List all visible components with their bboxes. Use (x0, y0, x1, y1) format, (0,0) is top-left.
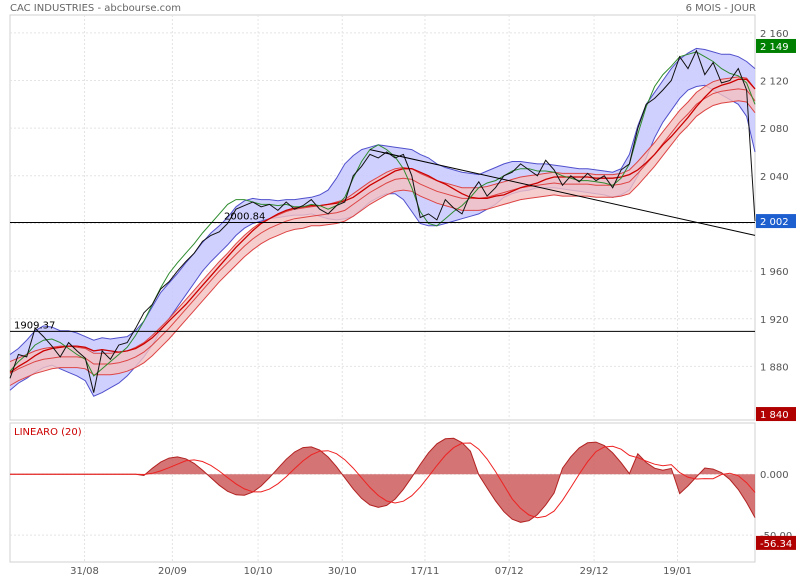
y-tick-label: 1 920 (760, 315, 789, 326)
chart-title: CAC INDUSTRIES - abcbourse.com (10, 3, 182, 14)
period-label[interactable]: 6 MOIS - JOUR (685, 3, 756, 14)
y-tick-label: 2 080 (760, 124, 789, 135)
x-tick-label: 30/10 (328, 566, 357, 577)
osc-value-badge (756, 535, 796, 550)
legend-linearc: LINEARC (9) (141, 19, 201, 30)
x-tick-label: 07/12 (495, 566, 524, 577)
price-badge-label: 2 149 (760, 42, 789, 53)
trend-line (369, 149, 756, 236)
evmm-upper-line (9, 76, 756, 363)
price-badge-label: 1 840 (760, 410, 789, 421)
x-tick-label: 31/08 (70, 566, 99, 577)
boll-band (10, 48, 755, 397)
price-badge (756, 214, 796, 229)
x-tick-label: 19/01 (663, 566, 692, 577)
legend-mm: MM (10) (12, 19, 53, 30)
level-annotation: 1909.37 (14, 320, 55, 331)
y-tick-label: 2 160 (760, 29, 789, 40)
y-tick-label: 2 040 (760, 172, 789, 183)
osc-signal-line (10, 442, 756, 519)
y-tick-label: 0.000 (760, 470, 789, 481)
boll-lower-line (9, 84, 756, 397)
price-badge (756, 38, 796, 53)
linearc-line (9, 51, 756, 377)
x-tick-label: 17/11 (411, 566, 440, 577)
y-tick-label: 1 880 (760, 362, 789, 373)
evmm-line (9, 88, 756, 374)
x-tick-label: 10/10 (244, 566, 273, 577)
main-panel (9, 14, 756, 421)
level-annotation: 2000.84 (224, 211, 265, 222)
price-badge (756, 407, 796, 422)
x-tick-label: 20/09 (158, 566, 187, 577)
osc-title: LINEARO (20) (14, 427, 82, 438)
osc-line (10, 437, 756, 523)
osc-panel (9, 422, 756, 563)
legend-boll: BOLL (7, 1) (68, 19, 124, 30)
osc-area (10, 438, 755, 523)
y-tick-label: 2 120 (760, 77, 789, 88)
boll-upper-line (9, 47, 756, 355)
y-tick-label: 1 960 (760, 267, 789, 278)
osc-value-badge-label: -56.34 (760, 539, 792, 550)
x-tick-label: 29/12 (580, 566, 609, 577)
mm-line (9, 78, 756, 373)
price-line (9, 49, 756, 393)
evmm-lower-line (9, 100, 756, 386)
y-tick-label: -50.00 (760, 531, 792, 542)
legend-evmm: EVMM (15, 0.4) (215, 19, 292, 30)
y-tick-label: 2 000 (760, 219, 789, 230)
evmm-band (10, 76, 755, 386)
price-badge-label: 2 002 (760, 217, 789, 228)
